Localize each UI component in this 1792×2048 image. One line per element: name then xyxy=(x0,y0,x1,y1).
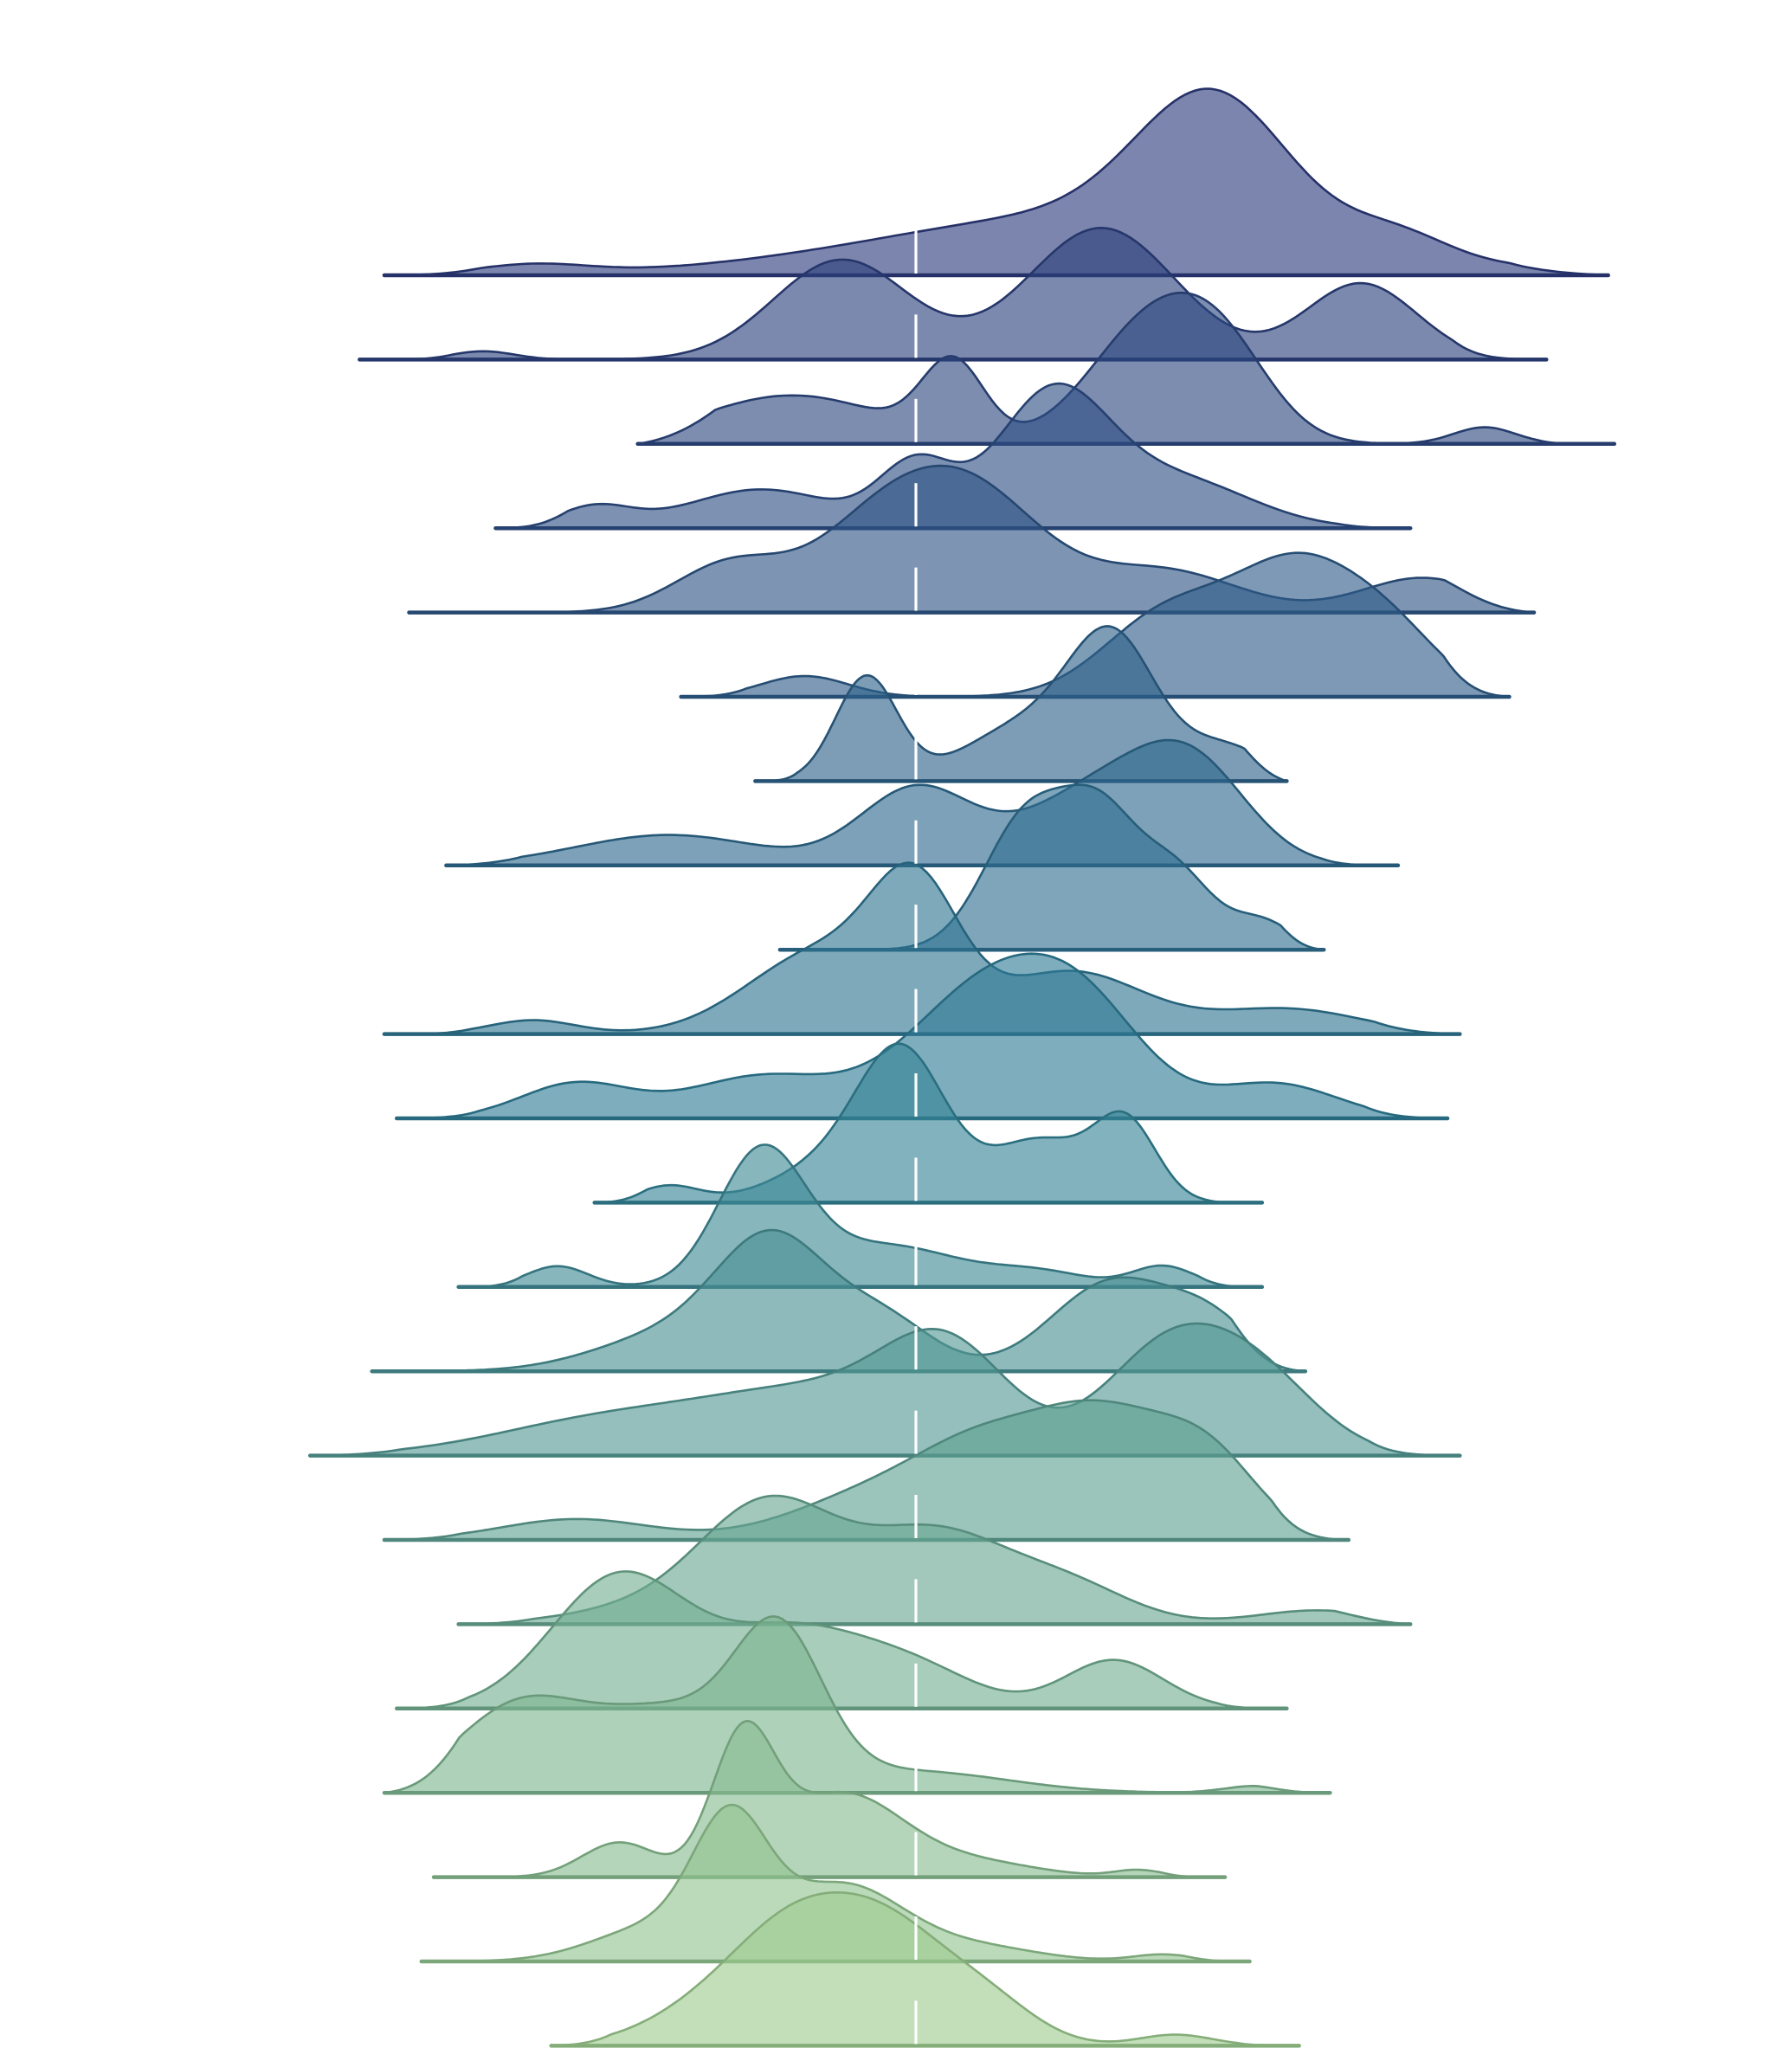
ridge-1 xyxy=(382,87,1610,278)
ridge-area xyxy=(359,228,1547,360)
ridges-group xyxy=(308,87,1617,2048)
ridge-outline xyxy=(421,1803,1250,1963)
ridge-12 xyxy=(592,1042,1265,1205)
ridge-outline xyxy=(495,382,1411,530)
ridge-outline xyxy=(434,1719,1225,1878)
ridge-area xyxy=(446,740,1398,866)
ridge-outline xyxy=(384,87,1608,277)
ridge-outline xyxy=(551,1891,1299,2047)
ridge-19 xyxy=(382,1615,1332,1795)
ridge-outline xyxy=(384,861,1460,1035)
ridge-area xyxy=(458,1144,1262,1287)
ridge-22 xyxy=(549,1891,1301,2048)
ridge-outline xyxy=(594,1042,1262,1204)
ridge-area xyxy=(384,88,1608,275)
ridge-20 xyxy=(431,1719,1228,1879)
ridge-area xyxy=(434,1721,1226,1877)
ridge-area xyxy=(396,1571,1287,1709)
ridge-area xyxy=(384,862,1460,1034)
ridge-outline xyxy=(396,1570,1287,1710)
ridge-outline xyxy=(755,625,1287,782)
ridge-outline xyxy=(371,1228,1305,1373)
partial-label-text: ence xyxy=(362,1328,454,1372)
ridge-area xyxy=(384,1616,1331,1794)
ridge-outline xyxy=(458,1143,1262,1289)
ridge-area xyxy=(458,1496,1411,1625)
ridge-area xyxy=(637,293,1615,444)
ridge-area xyxy=(421,1805,1250,1961)
ridge-outline xyxy=(310,1322,1460,1457)
ridge-area xyxy=(495,383,1411,529)
ridge-area xyxy=(594,1043,1262,1203)
ridge-area xyxy=(384,1400,1349,1540)
ridge-area xyxy=(551,1892,1299,2046)
ridge-outline xyxy=(637,292,1615,446)
ridge-area xyxy=(371,1230,1305,1372)
ridge-outline xyxy=(446,738,1398,867)
ridge-8 xyxy=(444,738,1401,868)
ridge-area xyxy=(409,466,1534,613)
ridge-area xyxy=(779,784,1325,950)
ridge-area xyxy=(680,552,1510,697)
ridge-outline xyxy=(396,952,1448,1120)
ridge-outline xyxy=(384,1399,1349,1542)
